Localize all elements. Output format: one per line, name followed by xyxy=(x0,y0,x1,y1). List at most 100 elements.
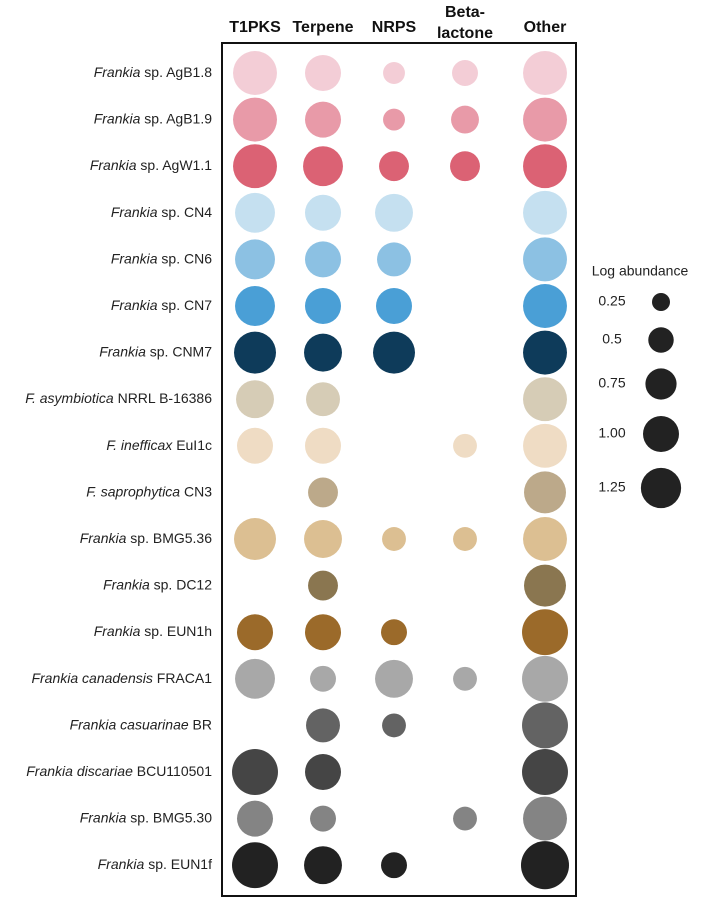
column-header: Beta-lactone xyxy=(436,4,493,42)
bubble xyxy=(305,614,341,651)
legend-label: 0.25 xyxy=(598,293,625,309)
bubble xyxy=(235,658,275,699)
bubble xyxy=(236,380,274,419)
row-label-italic: Frankia xyxy=(94,623,141,639)
bubble xyxy=(232,842,278,889)
bubble xyxy=(305,754,341,790)
row-label-text: sp. AgB1.8 xyxy=(144,64,212,80)
legend-bubble xyxy=(648,327,674,353)
bubble xyxy=(523,237,567,282)
bubble xyxy=(305,194,341,231)
bubble xyxy=(523,330,567,375)
row-label-text: sp. DC12 xyxy=(154,576,213,592)
bubble xyxy=(523,284,567,328)
bubble xyxy=(308,477,338,508)
bubble xyxy=(522,655,568,702)
bubble xyxy=(523,51,567,95)
row-label: Frankia sp. AgB1.8 xyxy=(94,64,213,80)
row-label-text: sp. CN7 xyxy=(161,297,212,313)
row-label-italic: Frankia xyxy=(111,297,158,313)
legend-bubble xyxy=(640,467,682,509)
bubble xyxy=(234,331,276,374)
bubble xyxy=(310,805,336,832)
row-label-italic: Frankia xyxy=(98,856,145,872)
bubble xyxy=(237,614,273,651)
bubble xyxy=(304,520,342,558)
bubble xyxy=(237,800,273,837)
legend-bubble xyxy=(645,368,677,400)
row-label-italic: Frankia xyxy=(94,64,141,80)
row-label-text: EuI1c xyxy=(176,437,212,453)
row-label: Frankia canadensis FRACA1 xyxy=(31,670,212,686)
row-label: Frankia sp. CNM7 xyxy=(99,343,212,359)
legend-bubble xyxy=(643,416,679,452)
bubble xyxy=(235,286,275,326)
bubble xyxy=(383,62,405,84)
row-label: F. asymbiotica NRRL B-16386 xyxy=(25,390,212,406)
bubble xyxy=(305,101,341,138)
row-label: Frankia sp. EUN1h xyxy=(94,623,212,639)
bubble xyxy=(306,708,340,743)
bubble xyxy=(453,666,477,691)
row-label-text: sp. BMG5.36 xyxy=(130,530,212,546)
row-label: Frankia sp. EUN1f xyxy=(98,856,212,872)
row-label-text: sp. EUN1h xyxy=(144,623,212,639)
bubble xyxy=(233,51,277,95)
row-label-italic: F. saprophytica xyxy=(86,483,180,499)
bubble xyxy=(383,108,405,131)
bubble xyxy=(376,288,412,324)
legend-label: 0.75 xyxy=(598,375,625,391)
legend-label: 0.5 xyxy=(602,331,622,347)
bubble xyxy=(522,749,568,795)
row-label-text: sp. BMG5.30 xyxy=(130,809,212,825)
row-label: Frankia casuarinae BR xyxy=(70,716,212,732)
bubble xyxy=(308,570,338,601)
legend-bubble xyxy=(652,293,670,311)
bubble xyxy=(523,423,567,468)
bubble xyxy=(381,619,407,646)
row-label: Frankia sp. AgB1.9 xyxy=(94,110,213,126)
column-header: Terpene xyxy=(292,19,354,36)
bubble xyxy=(523,796,567,841)
bubble xyxy=(304,333,342,372)
row-label-text: sp. AgB1.9 xyxy=(144,110,212,126)
row-label-italic: F. inefficax xyxy=(106,437,173,453)
bubble xyxy=(522,609,568,656)
legend-title: Log abundance xyxy=(592,263,689,279)
bubble xyxy=(381,852,407,879)
bubble xyxy=(375,193,413,232)
bubble xyxy=(382,527,406,551)
row-label-text: sp. CNM7 xyxy=(150,343,212,359)
row-label: Frankia sp. CN4 xyxy=(111,204,212,220)
bubble xyxy=(523,190,567,235)
row-label-italic: Frankia xyxy=(99,343,146,359)
column-header: NRPS xyxy=(371,19,417,36)
bubble xyxy=(234,518,276,560)
bubble xyxy=(453,527,477,551)
row-label-text: BR xyxy=(193,716,212,732)
bubble xyxy=(235,239,275,280)
row-label-text: sp. CN4 xyxy=(161,204,212,220)
bubble xyxy=(382,713,406,738)
row-label-italic: Frankia xyxy=(111,204,158,220)
bubble xyxy=(523,144,567,189)
bubble xyxy=(237,427,273,464)
row-label-italic: Frankia casuarinae xyxy=(70,716,189,732)
legend-label: 1.00 xyxy=(598,425,625,441)
row-label: Frankia sp. CN6 xyxy=(111,250,212,266)
bubble xyxy=(523,97,567,142)
bubble xyxy=(451,105,479,134)
bubble xyxy=(306,382,340,417)
bubble xyxy=(524,564,566,607)
row-label-text: FRACA1 xyxy=(157,670,212,686)
bubble xyxy=(377,242,411,277)
bubble xyxy=(523,377,567,422)
bubble xyxy=(310,665,336,692)
bubble xyxy=(305,55,341,91)
bubble xyxy=(304,846,342,885)
bubble xyxy=(450,151,480,182)
bubble xyxy=(303,146,343,187)
row-label-italic: Frankia xyxy=(94,110,141,126)
row-label: Frankia sp. CN7 xyxy=(111,297,212,313)
